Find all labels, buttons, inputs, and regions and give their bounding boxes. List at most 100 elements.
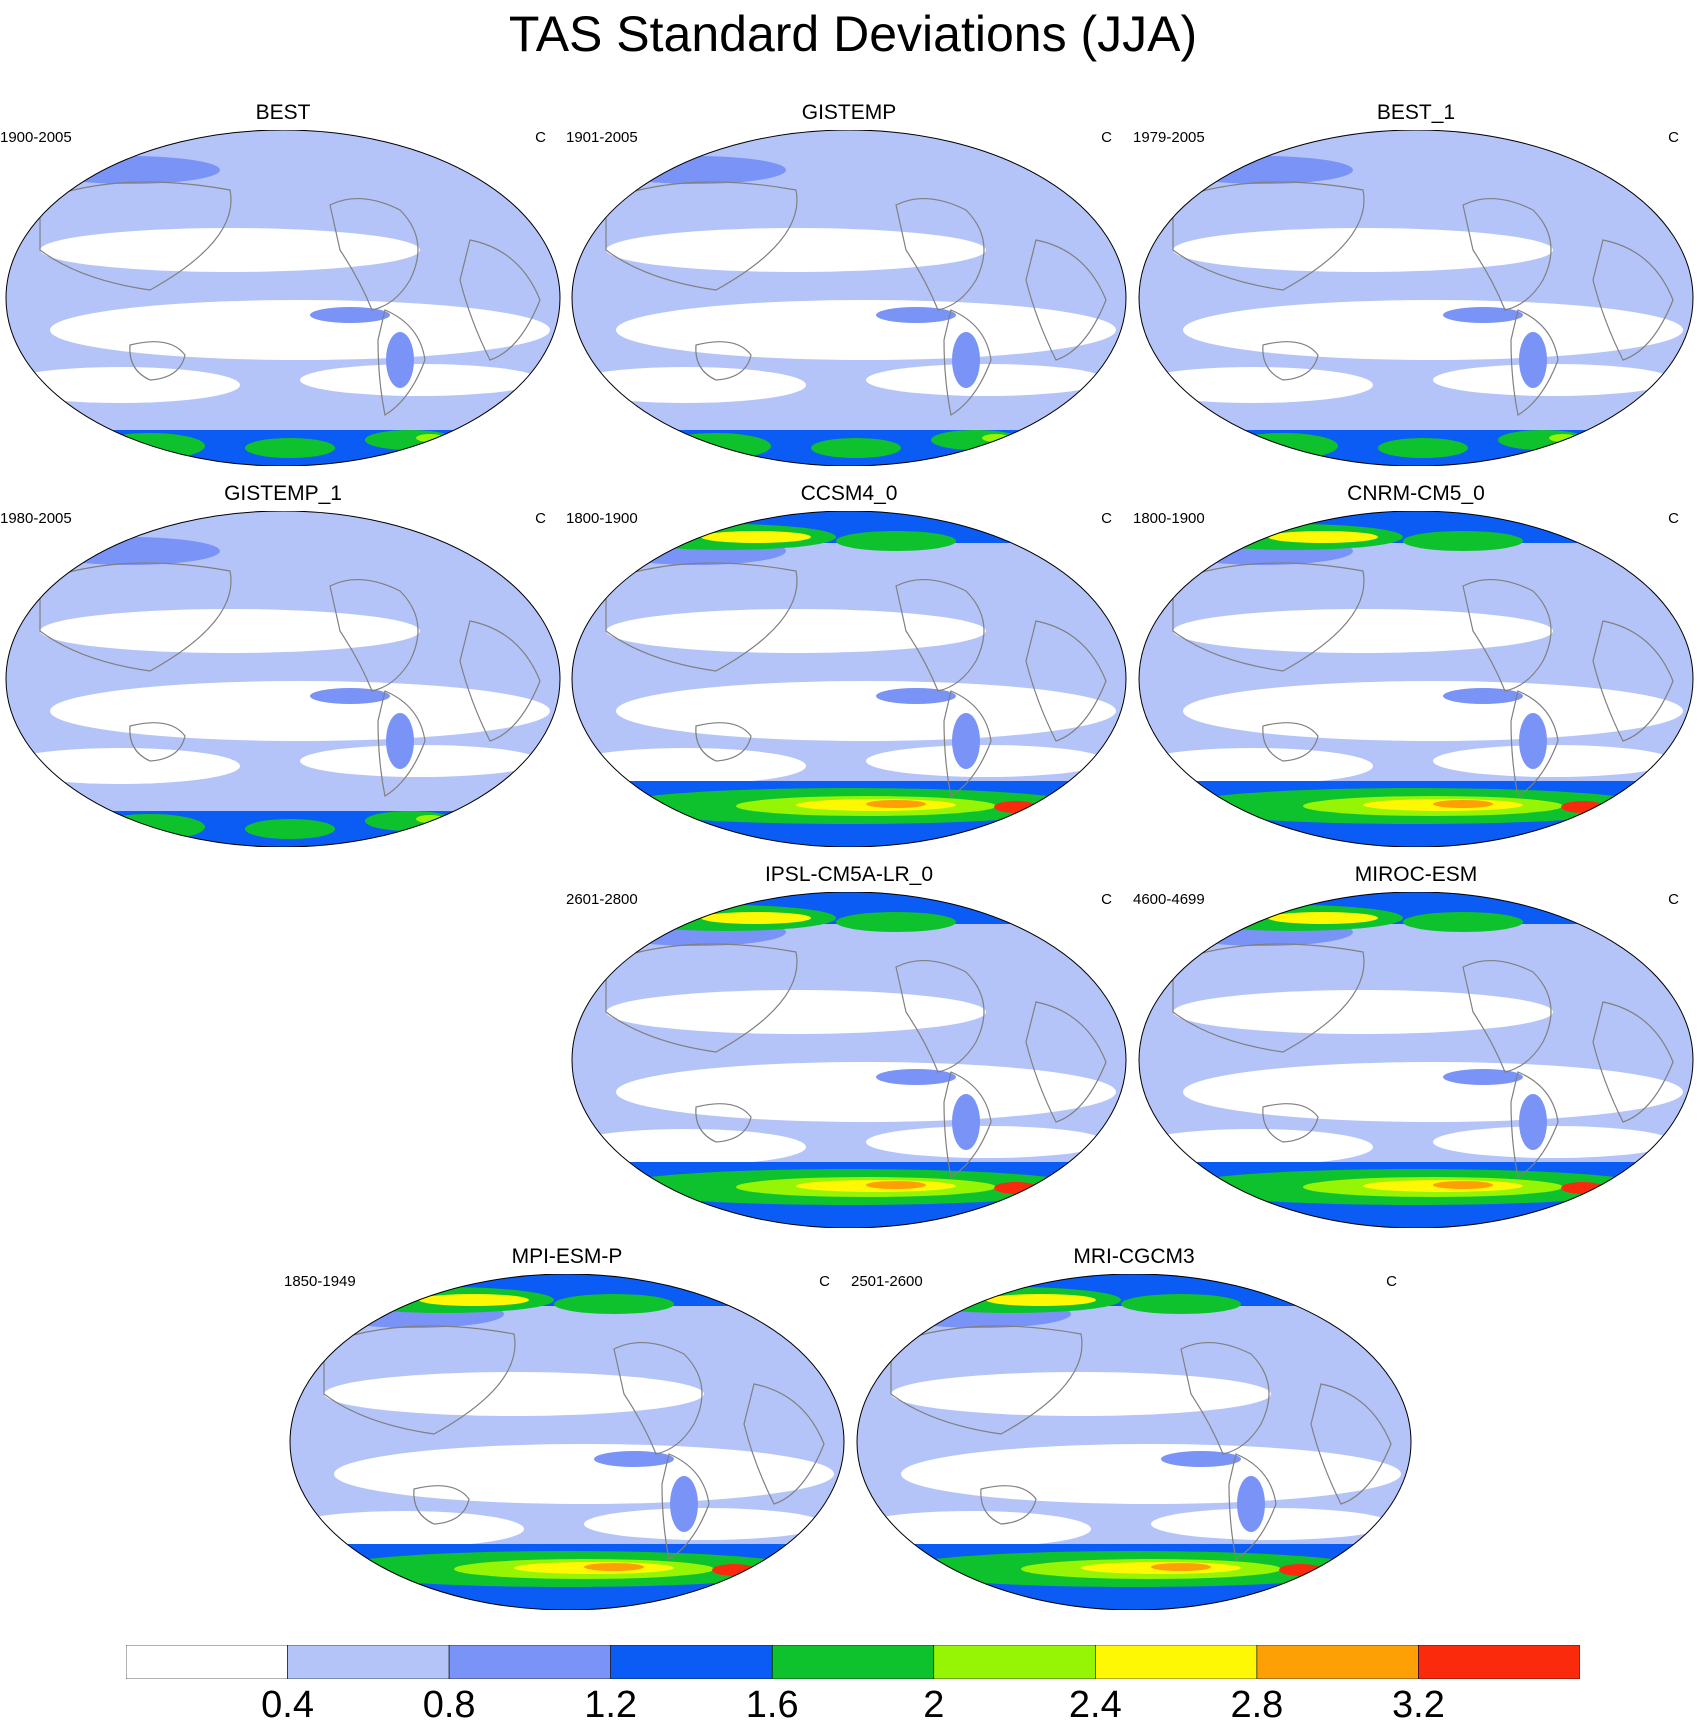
eurasia-outline: [39, 562, 232, 672]
field-mid-patch: [386, 332, 414, 388]
colorbar-swatch: [1095, 1645, 1258, 1679]
field-mid-patch: [670, 1476, 698, 1532]
field-antarctic-patch: [95, 814, 205, 840]
map-panel: BEST_1 1979-2005 C: [1133, 100, 1699, 466]
africa-outline: [459, 239, 541, 361]
field-southern-peak: [1151, 1563, 1211, 1571]
field-low-band: [1139, 1129, 1373, 1165]
field-low-band: [6, 748, 240, 784]
field-arctic-peak: [1268, 531, 1378, 543]
field-low-band: [50, 300, 550, 360]
field-mid-patch: [1443, 1069, 1523, 1085]
panel-period: 1901-2005: [566, 129, 638, 146]
field-low-band: [572, 367, 806, 403]
field-low-band: [1183, 1062, 1683, 1122]
australia-outline: [695, 341, 752, 381]
colorbar-tick-label: 0.8: [422, 1684, 476, 1726]
panel-units: C: [535, 510, 546, 527]
map-svg: [5, 130, 561, 466]
panel-title: BEST: [255, 101, 311, 124]
australia-outline: [980, 1485, 1037, 1525]
field-southern-peak: [584, 1563, 644, 1571]
field-arctic-peak: [986, 1294, 1096, 1306]
south-america-outline: [1510, 309, 1559, 416]
colorbar: [126, 1645, 1580, 1679]
field-low-band: [324, 1372, 704, 1416]
map-border: [5, 511, 561, 847]
south-america-outline: [377, 690, 426, 797]
south-america-outline: [661, 1453, 710, 1560]
field-mid-patch: [1237, 1476, 1265, 1532]
north-america-outline: [895, 197, 985, 311]
panel-title: MIROC-ESM: [1354, 863, 1478, 886]
field-low-band: [606, 609, 986, 653]
north-america-outline: [895, 959, 985, 1073]
map-panel: IPSL-CM5A-LR_0 2601-2800 C: [566, 862, 1132, 1228]
africa-outline: [1025, 239, 1107, 361]
field-southern-max: [712, 1564, 756, 1576]
panel-units: C: [1386, 1273, 1397, 1290]
field-low-band: [616, 681, 1116, 741]
north-america-outline: [329, 578, 419, 692]
field-low-band: [616, 1062, 1116, 1122]
field-antarctic-patch: [661, 433, 771, 459]
field-mid-patch: [310, 307, 390, 323]
field-arctic-patch: [1403, 531, 1523, 551]
field-mid-patch: [952, 332, 980, 388]
panel-title: BEST_1: [1376, 101, 1456, 124]
field-antarctic-patch: [811, 438, 901, 458]
field-low-band: [334, 1444, 834, 1504]
field-southern-max: [1561, 1182, 1605, 1194]
field-mid-patch: [952, 1094, 980, 1150]
map-border: [856, 1274, 1412, 1610]
panel-title: MPI-ESM-P: [511, 1245, 623, 1268]
colorbar-swatch: [1418, 1645, 1580, 1679]
field-southern-peak: [866, 1181, 926, 1189]
south-america-outline: [943, 690, 992, 797]
field-southern-peak: [1433, 1181, 1493, 1189]
field-low-band: [606, 990, 986, 1034]
field-mid-patch: [952, 713, 980, 769]
field-mid-patch: [606, 156, 786, 184]
colorbar-tick-label: 3.2: [1392, 1684, 1445, 1726]
field-antarctic-patch: [1378, 438, 1468, 458]
colorbar-swatch: [448, 1645, 611, 1679]
field-low-band: [1433, 745, 1673, 777]
eurasia-outline: [323, 1325, 516, 1435]
field-mid-patch: [40, 156, 220, 184]
panel-period: 1979-2005: [1133, 129, 1205, 146]
map-svg: [1138, 511, 1694, 847]
map-border: [1138, 511, 1694, 847]
field-southern-peak: [866, 800, 926, 808]
australia-outline: [129, 722, 186, 762]
field-mid-patch: [594, 1451, 674, 1467]
map-svg: [5, 511, 561, 847]
map-border: [5, 130, 561, 466]
eurasia-outline: [605, 181, 798, 291]
field-low-band: [606, 228, 986, 272]
south-america-outline: [943, 1071, 992, 1178]
africa-outline: [1025, 1001, 1107, 1123]
map-panel: CNRM-CM5_0 1800-1900 C: [1133, 481, 1699, 847]
map-panel: CCSM4_0 1800-1900 C: [566, 481, 1132, 847]
map-border: [1138, 892, 1694, 1228]
africa-outline: [1025, 620, 1107, 742]
panel-title: IPSL-CM5A-LR_0: [764, 863, 934, 886]
field-arctic-peak: [701, 912, 811, 924]
eurasia-outline: [1172, 181, 1365, 291]
africa-outline: [1310, 1383, 1392, 1505]
north-america-outline: [613, 1341, 703, 1455]
eurasia-outline: [890, 1325, 1083, 1435]
panel-units: C: [1101, 129, 1112, 146]
field-low-band: [857, 1511, 1091, 1547]
south-america-outline: [1510, 1071, 1559, 1178]
field-southern-peak: [1433, 800, 1493, 808]
field-arctic-patch: [836, 531, 956, 551]
field-low-band: [866, 364, 1106, 396]
panel-period: 1850-1949: [284, 1273, 356, 1290]
field-low-band: [40, 228, 420, 272]
field-southern-max: [1561, 801, 1605, 813]
colorbar-swatch: [610, 1645, 773, 1679]
field-low-band: [1173, 609, 1553, 653]
field-antarctic-patch: [245, 438, 335, 458]
